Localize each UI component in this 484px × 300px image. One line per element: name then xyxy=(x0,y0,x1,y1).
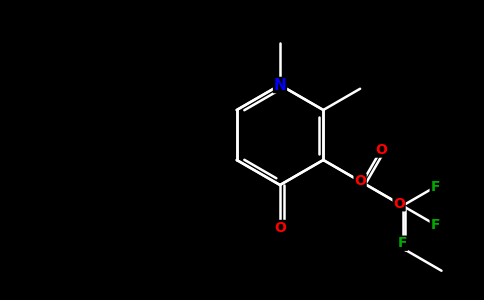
Text: F: F xyxy=(398,236,408,250)
Text: F: F xyxy=(430,180,440,194)
Text: O: O xyxy=(274,220,286,235)
Text: O: O xyxy=(393,197,405,211)
Text: O: O xyxy=(375,143,387,157)
Text: N: N xyxy=(273,77,287,92)
Text: O: O xyxy=(354,174,366,188)
Text: F: F xyxy=(430,218,440,232)
